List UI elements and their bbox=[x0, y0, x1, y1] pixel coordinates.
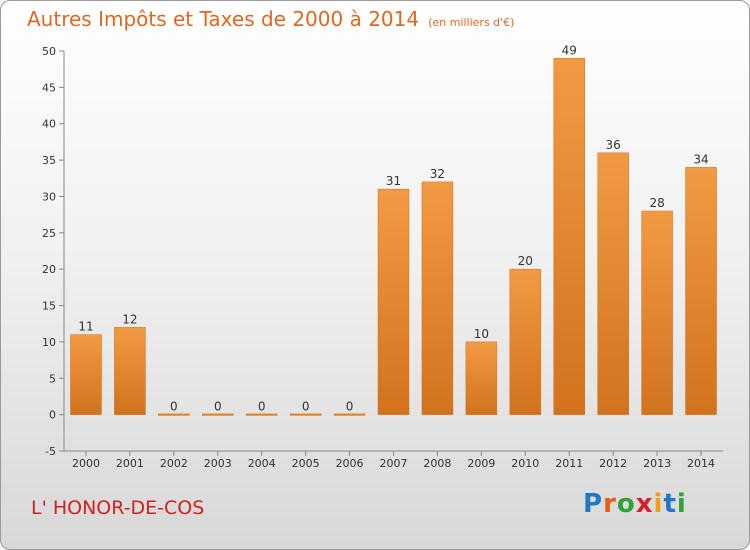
logo-letter: r bbox=[603, 489, 617, 519]
bar-2009 bbox=[465, 341, 498, 415]
x-tick-label: 2011 bbox=[555, 457, 583, 470]
bar-2011 bbox=[553, 58, 585, 415]
y-tick-label: 40 bbox=[42, 118, 56, 131]
bar-2014 bbox=[685, 167, 717, 415]
bar-2010 bbox=[509, 268, 542, 415]
logo-letter: i bbox=[676, 489, 687, 519]
x-tick-label: 2002 bbox=[160, 457, 188, 470]
data-label-2011: 49 bbox=[562, 43, 577, 57]
data-label-2004: 0 bbox=[258, 400, 266, 414]
logo-letter: x bbox=[635, 489, 654, 519]
y-tick-label: -5 bbox=[45, 445, 56, 458]
data-label-2000: 11 bbox=[78, 320, 93, 334]
x-tick-label: 2014 bbox=[687, 457, 715, 470]
bar-2003 bbox=[202, 413, 234, 416]
bar-2004 bbox=[245, 413, 278, 416]
data-label-2002: 0 bbox=[170, 400, 178, 414]
x-tick-label: 2005 bbox=[292, 457, 320, 470]
y-tick-label: 20 bbox=[42, 263, 56, 276]
y-tick-label: 50 bbox=[42, 45, 56, 58]
chart-title: Autres Impôts et Taxes de 2000 à 2014 (e… bbox=[27, 7, 514, 31]
data-label-2005: 0 bbox=[302, 400, 310, 414]
data-label-2014: 34 bbox=[693, 152, 708, 166]
bar-2007 bbox=[377, 188, 410, 415]
data-label-2013: 28 bbox=[649, 196, 664, 210]
title-unit: (en milliers d'€) bbox=[428, 16, 515, 29]
x-tick-label: 2009 bbox=[467, 457, 495, 470]
commune-name: L' HONOR-DE-COS bbox=[31, 497, 205, 519]
logo-letter: i bbox=[653, 489, 664, 519]
y-tick-label: 25 bbox=[42, 227, 56, 240]
x-tick-label: 2004 bbox=[248, 457, 276, 470]
x-tick-label: 2003 bbox=[204, 457, 232, 470]
bar-2008 bbox=[421, 181, 454, 415]
bar-2006 bbox=[333, 413, 366, 416]
data-label-2012: 36 bbox=[606, 138, 621, 152]
bar-2013 bbox=[641, 210, 673, 415]
y-tick-label: 45 bbox=[42, 81, 56, 94]
x-tick-label: 2010 bbox=[511, 457, 539, 470]
logo-letter: o bbox=[616, 489, 636, 519]
logo-letter: P bbox=[583, 489, 604, 519]
x-tick-label: 2000 bbox=[72, 457, 100, 470]
x-tick-label: 2008 bbox=[423, 457, 451, 470]
data-label-2007: 31 bbox=[386, 174, 401, 188]
y-tick-label: 5 bbox=[49, 372, 56, 385]
bar-2002 bbox=[158, 413, 190, 416]
data-label-2006: 0 bbox=[346, 400, 354, 414]
bar-2005 bbox=[289, 413, 322, 416]
bar-2000 bbox=[70, 334, 102, 415]
x-tick-label: 2006 bbox=[336, 457, 364, 470]
y-tick-label: 30 bbox=[42, 190, 56, 203]
bar-2001 bbox=[114, 327, 146, 415]
x-tick-label: 2001 bbox=[116, 457, 144, 470]
y-tick-label: 15 bbox=[42, 300, 56, 313]
x-tick-label: 2013 bbox=[643, 457, 671, 470]
bar-2012 bbox=[597, 152, 629, 415]
data-label-2001: 12 bbox=[122, 312, 137, 326]
data-label-2008: 32 bbox=[430, 167, 445, 181]
logo-letter: t bbox=[663, 489, 677, 519]
data-label-2010: 20 bbox=[518, 254, 533, 268]
x-tick-label: 2007 bbox=[380, 457, 408, 470]
title-main: Autres Impôts et Taxes de 2000 à 2014 bbox=[27, 7, 420, 31]
data-label-2003: 0 bbox=[214, 400, 222, 414]
data-label-2009: 10 bbox=[474, 327, 489, 341]
y-tick-label: 35 bbox=[42, 154, 56, 167]
y-tick-label: 10 bbox=[42, 336, 56, 349]
x-tick-label: 2012 bbox=[599, 457, 627, 470]
y-tick-label: 0 bbox=[49, 409, 56, 422]
proxiti-logo: Proxiti bbox=[583, 489, 687, 519]
